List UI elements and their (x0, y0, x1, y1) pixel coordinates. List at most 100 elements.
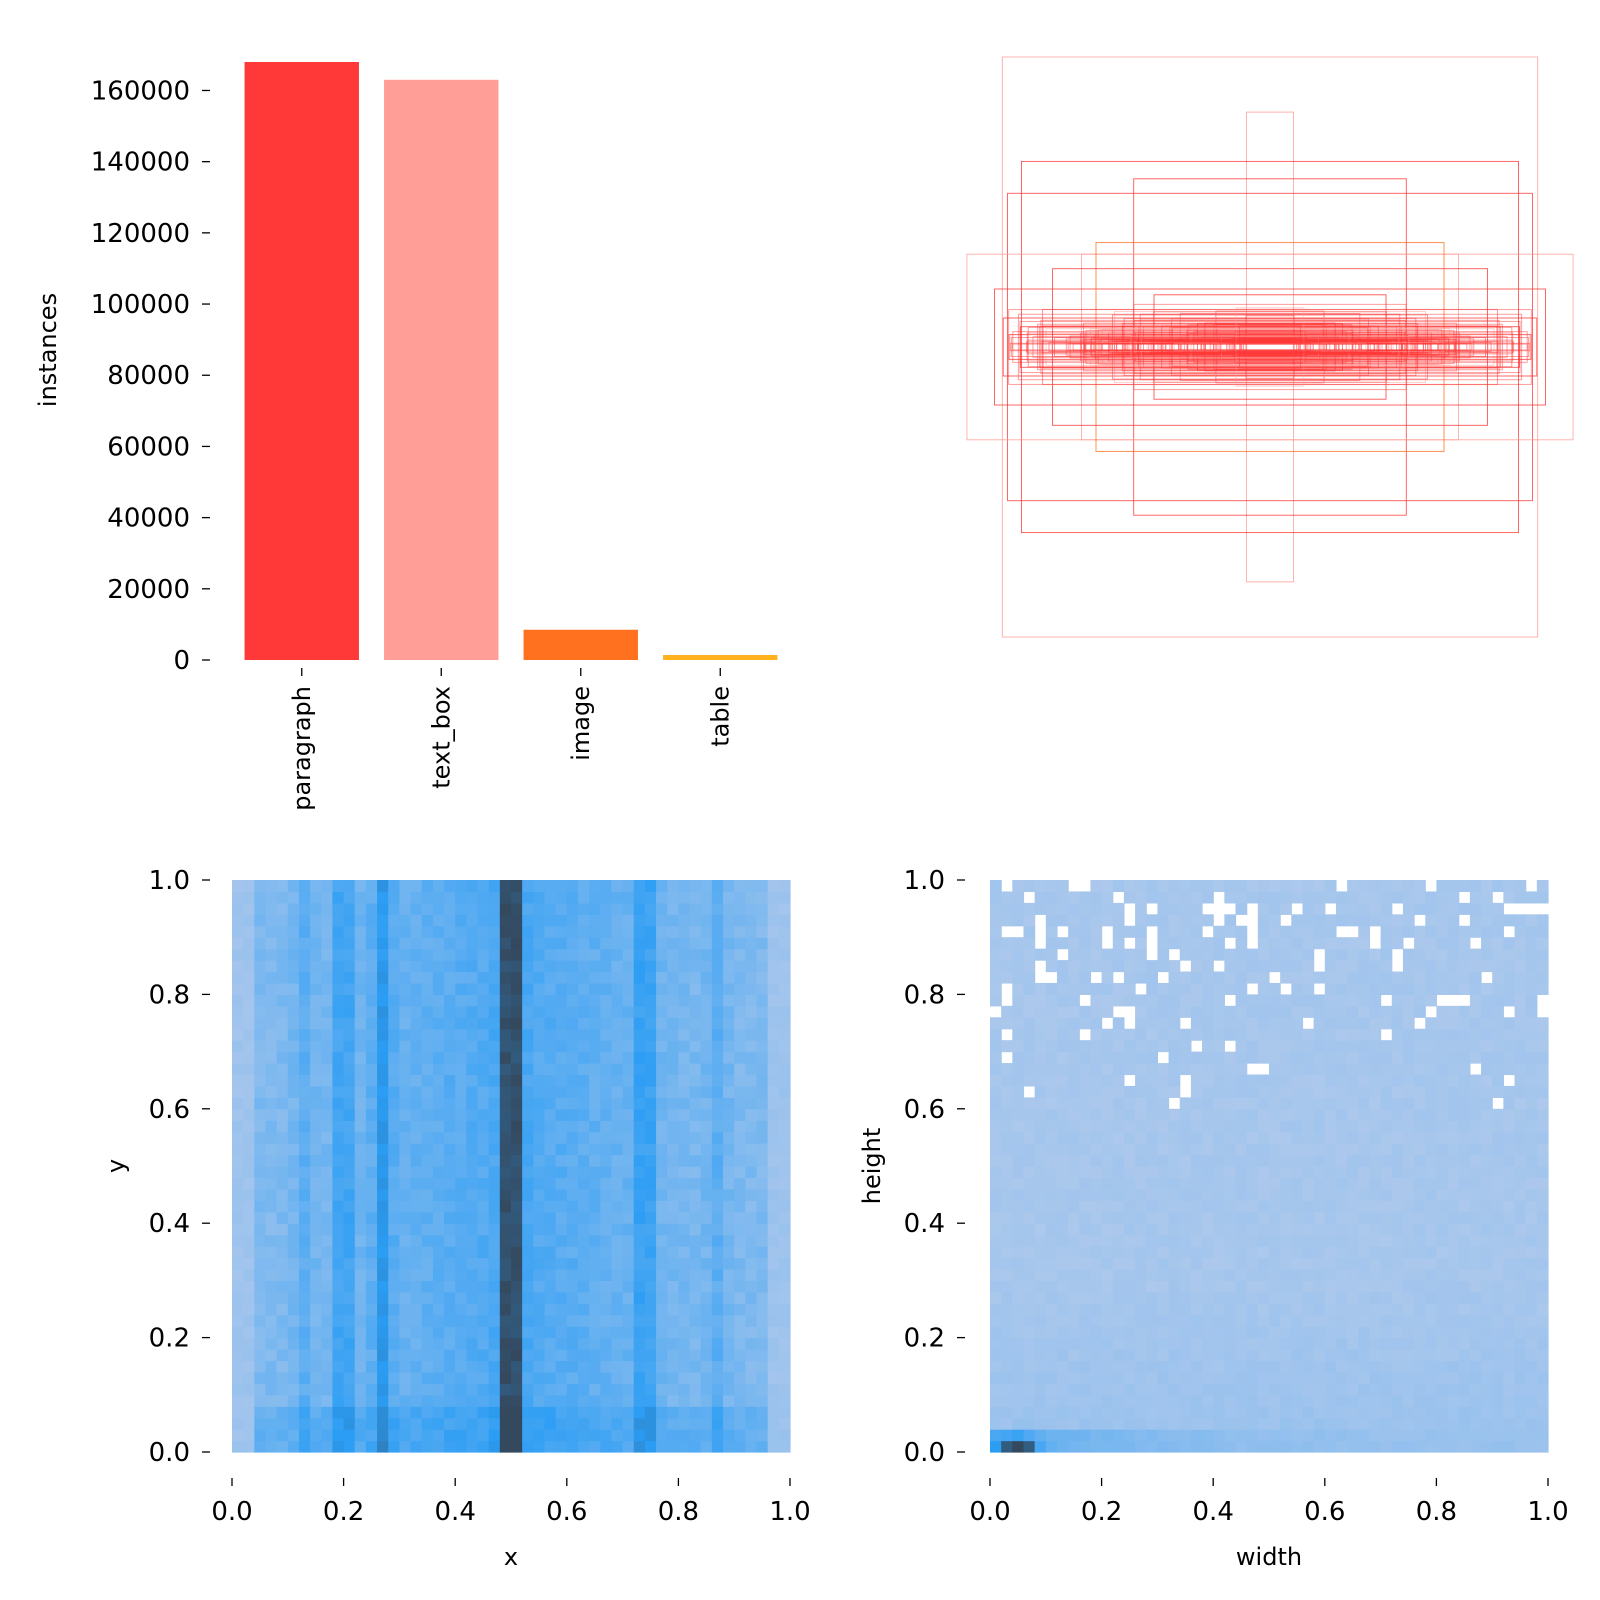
heatmap-cell (778, 1211, 791, 1224)
heatmap-cell (254, 1177, 267, 1190)
heatmap-cell (243, 1131, 255, 1144)
heatmap-cell (1190, 948, 1203, 961)
heatmap-cell (633, 1360, 646, 1373)
heatmap-cell (1291, 1314, 1304, 1327)
heatmap-cell (1213, 1040, 1225, 1053)
heatmap-cell (1179, 925, 1192, 938)
heatmap-cell (1135, 1280, 1147, 1293)
heatmap-cell (1056, 1017, 1069, 1030)
heatmap-cell (1101, 1051, 1114, 1064)
heatmap-cell (1012, 1440, 1025, 1453)
heatmap-cell (522, 1120, 534, 1133)
heatmap-cell (1135, 891, 1147, 904)
heatmap-cell (377, 982, 389, 995)
heatmap-cell (566, 1257, 579, 1270)
heatmap-cell (1012, 1291, 1025, 1304)
heatmap-cell (488, 1280, 501, 1293)
heatmap-cell (1324, 994, 1337, 1007)
heatmap-cell (1358, 1131, 1371, 1144)
heatmap-cell (276, 1154, 289, 1167)
heatmap-cell (611, 1166, 624, 1179)
heatmap-cell (667, 1326, 679, 1339)
heatmap-cell (745, 1383, 758, 1396)
heatmap-cell (254, 1188, 267, 1201)
heatmap-cell (700, 1131, 713, 1144)
heatmap-cell (1135, 1143, 1147, 1156)
heatmap-cell (1503, 914, 1516, 927)
heatmap-cell (1235, 971, 1248, 984)
label-box (966, 253, 1574, 441)
heatmap-cell (1257, 1223, 1270, 1236)
heatmap-cell (343, 994, 356, 1007)
heatmap-cell (611, 1429, 624, 1442)
heatmap-cell (1190, 1268, 1203, 1281)
heatmap-cell (1090, 1314, 1103, 1327)
heatmap-cell (276, 1040, 289, 1053)
heatmap-cell (1012, 1360, 1025, 1373)
heatmap-cell (990, 1234, 1002, 1247)
heatmap-cell (522, 1360, 534, 1373)
heatmap-cell (455, 1314, 467, 1327)
heatmap-cell (388, 1337, 400, 1350)
heatmap-cell (678, 1188, 691, 1201)
heatmap-cell (1213, 1383, 1225, 1396)
heatmap-cell (1056, 902, 1069, 915)
heatmap-cell (711, 1360, 724, 1373)
heatmap-cell (1157, 937, 1170, 950)
heatmap-cell (1068, 1314, 1080, 1327)
heatmap-cell (711, 1440, 724, 1453)
heatmap-cell (321, 1131, 334, 1144)
heatmap-cell (1135, 1349, 1147, 1362)
heatmap-cell (589, 1005, 601, 1018)
heatmap-cell (1246, 1143, 1259, 1156)
heatmap-cell (689, 1417, 702, 1430)
heatmap-cell (488, 1017, 501, 1030)
heatmap-cell (1168, 1120, 1181, 1133)
heatmap-cell (1313, 1085, 1326, 1098)
heatmap-cell (1492, 1234, 1504, 1247)
heatmap-cell (1291, 948, 1304, 961)
heatmap-cell (1369, 1166, 1382, 1179)
heatmap-cell (287, 1166, 300, 1179)
heatmap-cell (1335, 971, 1348, 984)
heatmap-cell (388, 1005, 400, 1018)
heatmap-cell (1202, 1097, 1214, 1110)
heatmap-cell (1135, 971, 1147, 984)
heatmap-cell (1358, 1326, 1371, 1339)
heatmap-cell (1257, 1349, 1270, 1362)
heatmap-cell (254, 937, 267, 950)
heatmap-cell (711, 1131, 724, 1144)
heatmap-cell (1358, 937, 1371, 950)
heatmap-cell (365, 1326, 378, 1339)
heatmap-cell (1269, 937, 1281, 950)
heatmap-cell (377, 1097, 389, 1110)
heatmap-cell (488, 1097, 501, 1110)
heatmap-cell (756, 1097, 769, 1110)
heatmap-cell (1402, 1166, 1415, 1179)
heatmap-cell (1481, 1131, 1493, 1144)
heatmap-cell (343, 960, 356, 973)
heatmap-cell (734, 880, 746, 893)
heatmap-cell (544, 982, 557, 995)
heatmap-cell (600, 1303, 613, 1316)
heatmap-cell (1347, 1257, 1359, 1270)
heatmap-cell (488, 1349, 501, 1362)
heatmap-cell (745, 1063, 758, 1076)
heatmap-cell (1358, 1291, 1371, 1304)
heatmap-cell (1335, 937, 1348, 950)
heatmap-cell (778, 1074, 791, 1087)
heatmap-cell (1425, 1108, 1437, 1121)
heatmap-cell (1023, 1120, 1036, 1133)
heatmap-cell (1213, 1143, 1225, 1156)
heatmap-cell (399, 1200, 412, 1213)
heatmap-cell (1425, 1223, 1437, 1236)
heatmap-cell (254, 1154, 267, 1167)
heatmap-cell (1503, 1040, 1516, 1053)
heatmap-cell (1358, 1417, 1371, 1430)
heatmap-cell (711, 1303, 724, 1316)
heatmap-cell (332, 1223, 345, 1236)
heatmap-cell (410, 960, 423, 973)
heatmap-cell (656, 1131, 668, 1144)
heatmap-cell (1157, 880, 1170, 893)
heatmap-cell (1503, 1268, 1516, 1281)
